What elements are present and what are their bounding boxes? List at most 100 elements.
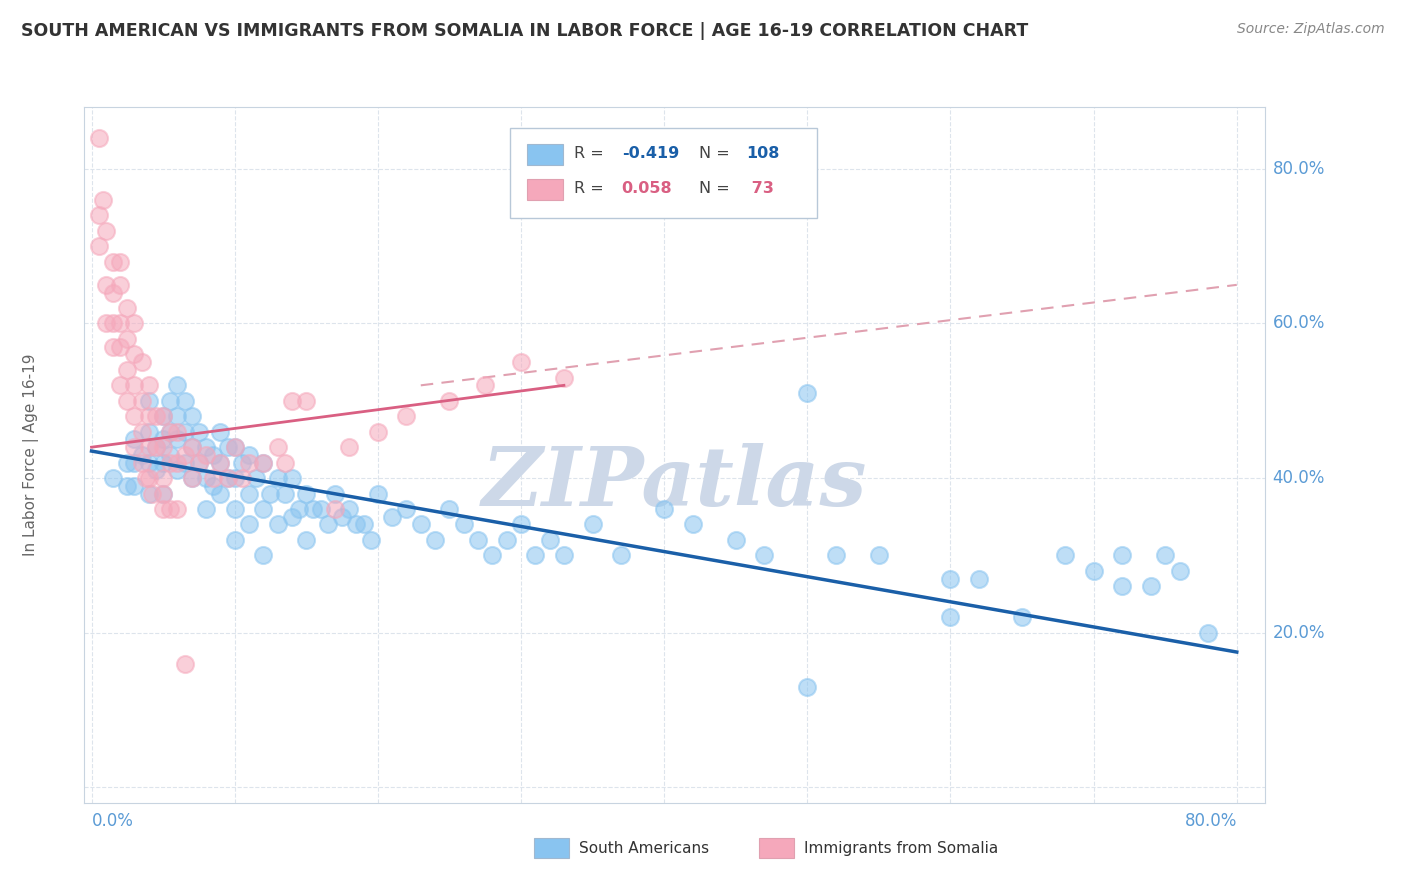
Point: [166, 378, 188, 392]
Point: [138, 486, 160, 500]
Point: [796, 680, 818, 694]
Point: [152, 471, 174, 485]
Point: [381, 509, 404, 524]
Point: [117, 479, 139, 493]
Text: 60.0%: 60.0%: [1272, 315, 1324, 333]
Point: [195, 471, 218, 485]
Point: [238, 448, 260, 462]
Point: [274, 486, 297, 500]
Point: [217, 440, 239, 454]
Point: [101, 317, 124, 331]
Point: [367, 486, 389, 500]
Point: [131, 448, 153, 462]
Point: [166, 409, 188, 424]
Point: [202, 479, 225, 493]
Point: [360, 533, 382, 547]
Point: [495, 533, 517, 547]
Point: [152, 486, 174, 500]
Point: [423, 533, 446, 547]
Point: [152, 440, 174, 454]
Point: [252, 456, 274, 470]
Text: 80.0%: 80.0%: [1184, 812, 1237, 830]
Point: [138, 393, 160, 408]
Text: 40.0%: 40.0%: [1272, 469, 1324, 487]
Point: [87, 239, 110, 253]
FancyBboxPatch shape: [527, 178, 562, 200]
Point: [108, 378, 131, 392]
Point: [395, 502, 418, 516]
Point: [138, 409, 160, 424]
Point: [180, 471, 202, 485]
Point: [187, 456, 209, 470]
Point: [217, 471, 239, 485]
Point: [337, 502, 360, 516]
Point: [94, 317, 117, 331]
Point: [166, 456, 188, 470]
Point: [152, 409, 174, 424]
FancyBboxPatch shape: [759, 838, 794, 858]
Point: [266, 517, 288, 532]
Point: [1168, 564, 1191, 578]
Point: [245, 471, 267, 485]
Point: [1111, 549, 1133, 563]
Point: [295, 533, 318, 547]
Text: R =: R =: [575, 181, 609, 196]
Point: [538, 533, 561, 547]
Point: [117, 363, 139, 377]
Point: [159, 456, 181, 470]
Point: [295, 393, 318, 408]
Point: [474, 378, 496, 392]
Point: [187, 425, 209, 439]
Point: [868, 549, 890, 563]
Point: [117, 456, 139, 470]
Point: [1111, 579, 1133, 593]
Point: [159, 448, 181, 462]
Text: South Americans: South Americans: [579, 841, 710, 855]
Text: In Labor Force | Age 16-19: In Labor Force | Age 16-19: [24, 353, 39, 557]
Point: [145, 409, 167, 424]
Point: [173, 657, 195, 671]
Point: [224, 471, 246, 485]
Text: 20.0%: 20.0%: [1272, 624, 1324, 641]
Point: [135, 471, 157, 485]
Point: [796, 386, 818, 401]
Text: 108: 108: [745, 146, 779, 161]
Point: [87, 208, 110, 222]
Point: [323, 486, 346, 500]
Point: [124, 409, 146, 424]
Point: [1140, 579, 1163, 593]
Point: [195, 448, 218, 462]
Point: [274, 456, 297, 470]
FancyBboxPatch shape: [509, 128, 817, 219]
Point: [108, 254, 131, 268]
Text: 0.0%: 0.0%: [91, 812, 134, 830]
Point: [91, 193, 114, 207]
Point: [117, 301, 139, 315]
Point: [281, 509, 304, 524]
Point: [101, 340, 124, 354]
Point: [252, 502, 274, 516]
Point: [439, 393, 461, 408]
Text: Immigrants from Somalia: Immigrants from Somalia: [804, 841, 998, 855]
Point: [610, 549, 633, 563]
Point: [131, 425, 153, 439]
Point: [145, 463, 167, 477]
Point: [202, 448, 225, 462]
Point: [124, 347, 146, 361]
Point: [138, 378, 160, 392]
Point: [159, 393, 181, 408]
Point: [124, 378, 146, 392]
Point: [825, 549, 848, 563]
Point: [288, 502, 311, 516]
Point: [439, 502, 461, 516]
Point: [180, 440, 202, 454]
Point: [209, 456, 232, 470]
Point: [138, 456, 160, 470]
Text: N =: N =: [699, 181, 734, 196]
Point: [209, 456, 232, 470]
Point: [1197, 625, 1219, 640]
Point: [138, 440, 160, 454]
Point: [94, 277, 117, 292]
Point: [281, 393, 304, 408]
Point: [553, 549, 575, 563]
